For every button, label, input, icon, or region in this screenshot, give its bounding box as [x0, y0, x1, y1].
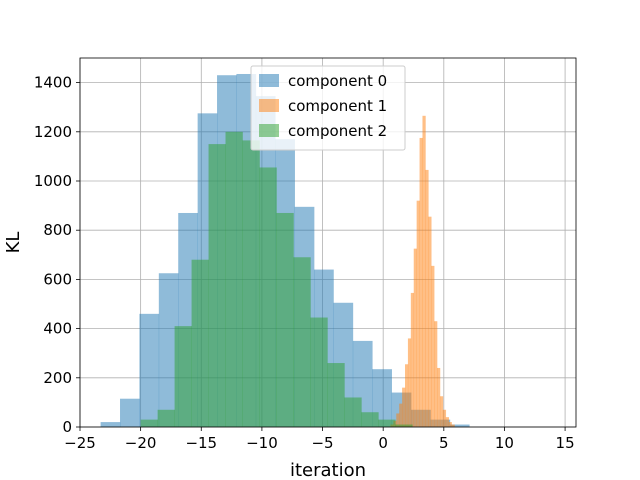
bar: [140, 419, 158, 427]
bar: [437, 367, 441, 427]
y-tick-label: 800: [43, 221, 72, 239]
legend-swatch: [259, 124, 279, 137]
plot-frame: [79, 57, 577, 428]
bar: [327, 363, 345, 427]
bar: [208, 144, 226, 427]
y-tick-label: 200: [43, 369, 72, 387]
x-tick-label: 10: [495, 434, 514, 452]
bar: [410, 292, 415, 427]
legend-label: component 2: [288, 122, 387, 140]
bar: [276, 212, 294, 427]
bar: [191, 259, 209, 427]
bar: [396, 413, 400, 427]
bar: [442, 409, 447, 427]
bar: [445, 417, 449, 427]
bar: [139, 313, 160, 427]
x-tick-label: 0: [378, 434, 388, 452]
legend-box: [250, 65, 406, 151]
y-tick-label: 1000: [34, 172, 72, 190]
bar: [174, 326, 192, 427]
bar: [395, 424, 413, 427]
bar: [448, 422, 452, 427]
legend-swatch: [259, 99, 279, 112]
bar: [310, 317, 328, 427]
bar: [344, 397, 362, 427]
series-2: [140, 131, 413, 428]
y-axis-label: KL: [3, 232, 24, 254]
bar: [422, 115, 426, 427]
bar: [399, 403, 403, 427]
y-tick-label: 0: [62, 418, 72, 436]
y-tick-label: 600: [43, 270, 72, 288]
bar: [419, 137, 423, 427]
x-tick-label: −5: [311, 434, 333, 452]
ticks: −25 −20 −15 −10 −5 0 5 10 15 0 200 400 600 800 1000 120…: [34, 74, 575, 452]
bar: [425, 169, 429, 427]
bar: [259, 167, 277, 427]
bar: [242, 140, 260, 427]
bar: [405, 364, 409, 427]
bar: [449, 424, 470, 427]
x-tick-label: 5: [439, 434, 449, 452]
bar: [293, 257, 311, 427]
y-tick-label: 400: [43, 320, 72, 338]
bar: [120, 398, 140, 427]
bar: [434, 321, 438, 427]
bar: [158, 273, 179, 427]
bar: [416, 200, 420, 427]
bar: [402, 387, 406, 427]
bar: [451, 424, 455, 427]
bar: [431, 265, 435, 427]
bar: [439, 396, 444, 427]
x-tick-label: −15: [185, 434, 217, 452]
bar: [428, 216, 432, 427]
bar: [225, 131, 243, 428]
axes-frame: [79, 57, 577, 428]
y-tick-label: 1200: [34, 123, 72, 141]
bar: [413, 248, 417, 427]
series-1: [390, 115, 455, 427]
legend: component 0 component 1 component 2: [250, 65, 406, 151]
x-tick-label: −20: [125, 434, 157, 452]
bar: [361, 412, 379, 427]
x-tick-label: −25: [64, 434, 96, 452]
y-tick-label: 1400: [34, 74, 72, 92]
bar: [407, 338, 412, 427]
bar: [100, 422, 121, 427]
legend-swatch: [259, 74, 279, 87]
bars: [100, 73, 470, 428]
x-tick-label: −10: [246, 434, 278, 452]
legend-label: component 0: [288, 72, 387, 90]
x-axis-label: iteration: [290, 460, 366, 480]
legend-label: component 1: [288, 97, 387, 115]
bar: [157, 409, 175, 427]
x-tick-label: 15: [556, 434, 575, 452]
bar: [378, 419, 396, 427]
